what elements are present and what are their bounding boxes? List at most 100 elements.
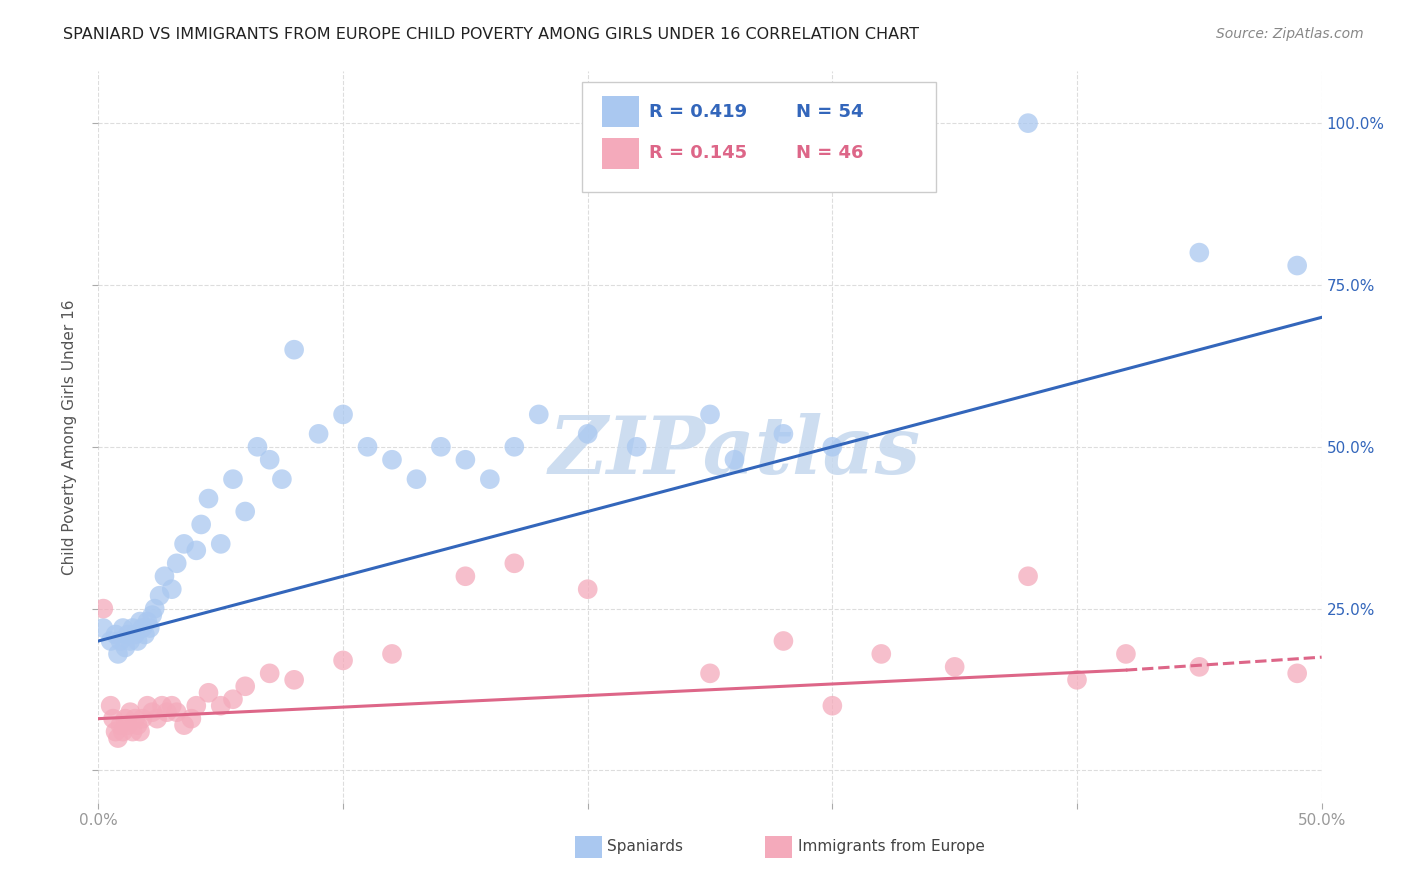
Point (259, 666, 281, 681)
Point (110, 718, 132, 732)
Text: R = 0.145: R = 0.145 (648, 145, 747, 162)
Point (160, 698, 183, 713)
Point (209, 698, 232, 713)
Point (943, 660, 966, 674)
Point (104, 627, 127, 641)
Point (186, 543, 208, 558)
Point (129, 724, 152, 739)
Point (156, 705, 179, 719)
FancyBboxPatch shape (765, 836, 792, 858)
Point (124, 712, 146, 726)
Point (283, 673, 305, 687)
Point (100, 634, 122, 648)
Text: Immigrants from Europe: Immigrants from Europe (799, 839, 986, 855)
Text: ZIPatlas: ZIPatlas (548, 413, 921, 491)
Point (270, 472, 294, 486)
FancyBboxPatch shape (602, 96, 640, 127)
Point (233, 504, 256, 518)
Point (894, 116, 917, 130)
Point (117, 718, 139, 732)
Point (110, 634, 132, 648)
Point (454, 569, 477, 583)
Point (100, 698, 122, 713)
Point (821, 698, 844, 713)
FancyBboxPatch shape (575, 836, 602, 858)
Point (141, 705, 163, 719)
Point (190, 517, 212, 532)
Point (139, 621, 162, 635)
Point (173, 718, 195, 732)
Point (197, 686, 219, 700)
Point (1017, 116, 1039, 130)
Point (699, 408, 721, 422)
Point (381, 647, 404, 661)
Point (114, 640, 136, 655)
Point (186, 698, 208, 713)
Point (111, 621, 134, 635)
Point (209, 537, 232, 551)
Point (136, 698, 159, 713)
Point (166, 557, 188, 571)
Text: Spaniards: Spaniards (607, 839, 683, 855)
Point (120, 705, 142, 719)
Point (503, 440, 526, 454)
Point (332, 408, 354, 422)
Point (259, 452, 281, 467)
Point (149, 589, 172, 603)
Point (332, 653, 354, 667)
Y-axis label: Child Poverty Among Girls Under 16: Child Poverty Among Girls Under 16 (62, 300, 77, 574)
Point (143, 601, 166, 615)
Text: Source: ZipAtlas.com: Source: ZipAtlas.com (1216, 27, 1364, 41)
Point (405, 472, 427, 486)
Point (430, 440, 453, 454)
Point (1066, 673, 1088, 687)
Point (134, 627, 156, 641)
Point (576, 426, 599, 441)
Point (1286, 666, 1309, 681)
Point (1286, 259, 1309, 273)
Point (124, 627, 146, 641)
Point (160, 582, 183, 597)
Point (233, 679, 256, 693)
Point (136, 615, 159, 629)
Point (129, 615, 152, 629)
Point (114, 712, 136, 726)
Text: N = 46: N = 46 (796, 145, 863, 162)
Point (120, 634, 142, 648)
Point (308, 426, 330, 441)
Point (478, 472, 501, 486)
Point (131, 712, 153, 726)
Point (107, 647, 129, 661)
Point (246, 440, 269, 454)
FancyBboxPatch shape (602, 138, 640, 169)
Point (699, 666, 721, 681)
Point (870, 647, 893, 661)
Point (121, 724, 143, 739)
Point (772, 634, 794, 648)
Point (146, 712, 169, 726)
Point (180, 712, 202, 726)
Point (821, 440, 844, 454)
Point (1188, 660, 1211, 674)
Point (626, 440, 648, 454)
Point (127, 634, 149, 648)
Point (131, 621, 153, 635)
Point (222, 472, 245, 486)
Point (121, 621, 143, 635)
Point (141, 608, 163, 623)
Point (107, 731, 129, 745)
Point (127, 718, 149, 732)
Point (527, 408, 550, 422)
Text: SPANIARD VS IMMIGRANTS FROM EUROPE CHILD POVERTY AMONG GIRLS UNDER 16 CORRELATIO: SPANIARD VS IMMIGRANTS FROM EUROPE CHILD… (63, 27, 920, 42)
Point (153, 569, 176, 583)
Point (111, 724, 134, 739)
Point (173, 537, 195, 551)
FancyBboxPatch shape (582, 82, 936, 192)
Point (197, 491, 219, 506)
Text: N = 54: N = 54 (796, 103, 863, 120)
Point (104, 724, 127, 739)
Point (117, 627, 139, 641)
Text: R = 0.419: R = 0.419 (648, 103, 747, 120)
Point (166, 705, 188, 719)
Point (381, 452, 404, 467)
